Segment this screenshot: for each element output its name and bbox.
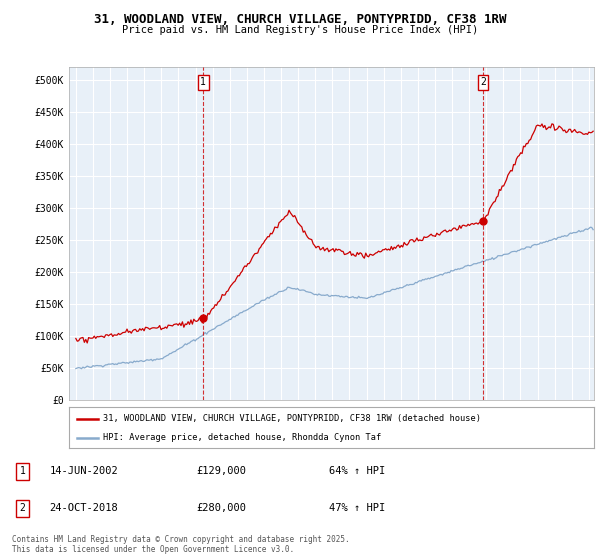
Text: 1: 1	[19, 466, 25, 476]
Text: 47% ↑ HPI: 47% ↑ HPI	[329, 503, 385, 513]
Text: 1: 1	[200, 77, 206, 87]
Text: 14-JUN-2002: 14-JUN-2002	[49, 466, 118, 476]
Text: 2: 2	[480, 77, 486, 87]
Text: 31, WOODLAND VIEW, CHURCH VILLAGE, PONTYPRIDD, CF38 1RW (detached house): 31, WOODLAND VIEW, CHURCH VILLAGE, PONTY…	[103, 414, 481, 423]
Text: 2: 2	[19, 503, 25, 513]
Text: 31, WOODLAND VIEW, CHURCH VILLAGE, PONTYPRIDD, CF38 1RW: 31, WOODLAND VIEW, CHURCH VILLAGE, PONTY…	[94, 13, 506, 26]
Text: £129,000: £129,000	[196, 466, 247, 476]
Text: HPI: Average price, detached house, Rhondda Cynon Taf: HPI: Average price, detached house, Rhon…	[103, 433, 382, 442]
Text: Contains HM Land Registry data © Crown copyright and database right 2025.
This d: Contains HM Land Registry data © Crown c…	[12, 535, 350, 554]
Text: 64% ↑ HPI: 64% ↑ HPI	[329, 466, 385, 476]
Text: Price paid vs. HM Land Registry's House Price Index (HPI): Price paid vs. HM Land Registry's House …	[122, 25, 478, 35]
Text: 24-OCT-2018: 24-OCT-2018	[49, 503, 118, 513]
Text: £280,000: £280,000	[196, 503, 247, 513]
